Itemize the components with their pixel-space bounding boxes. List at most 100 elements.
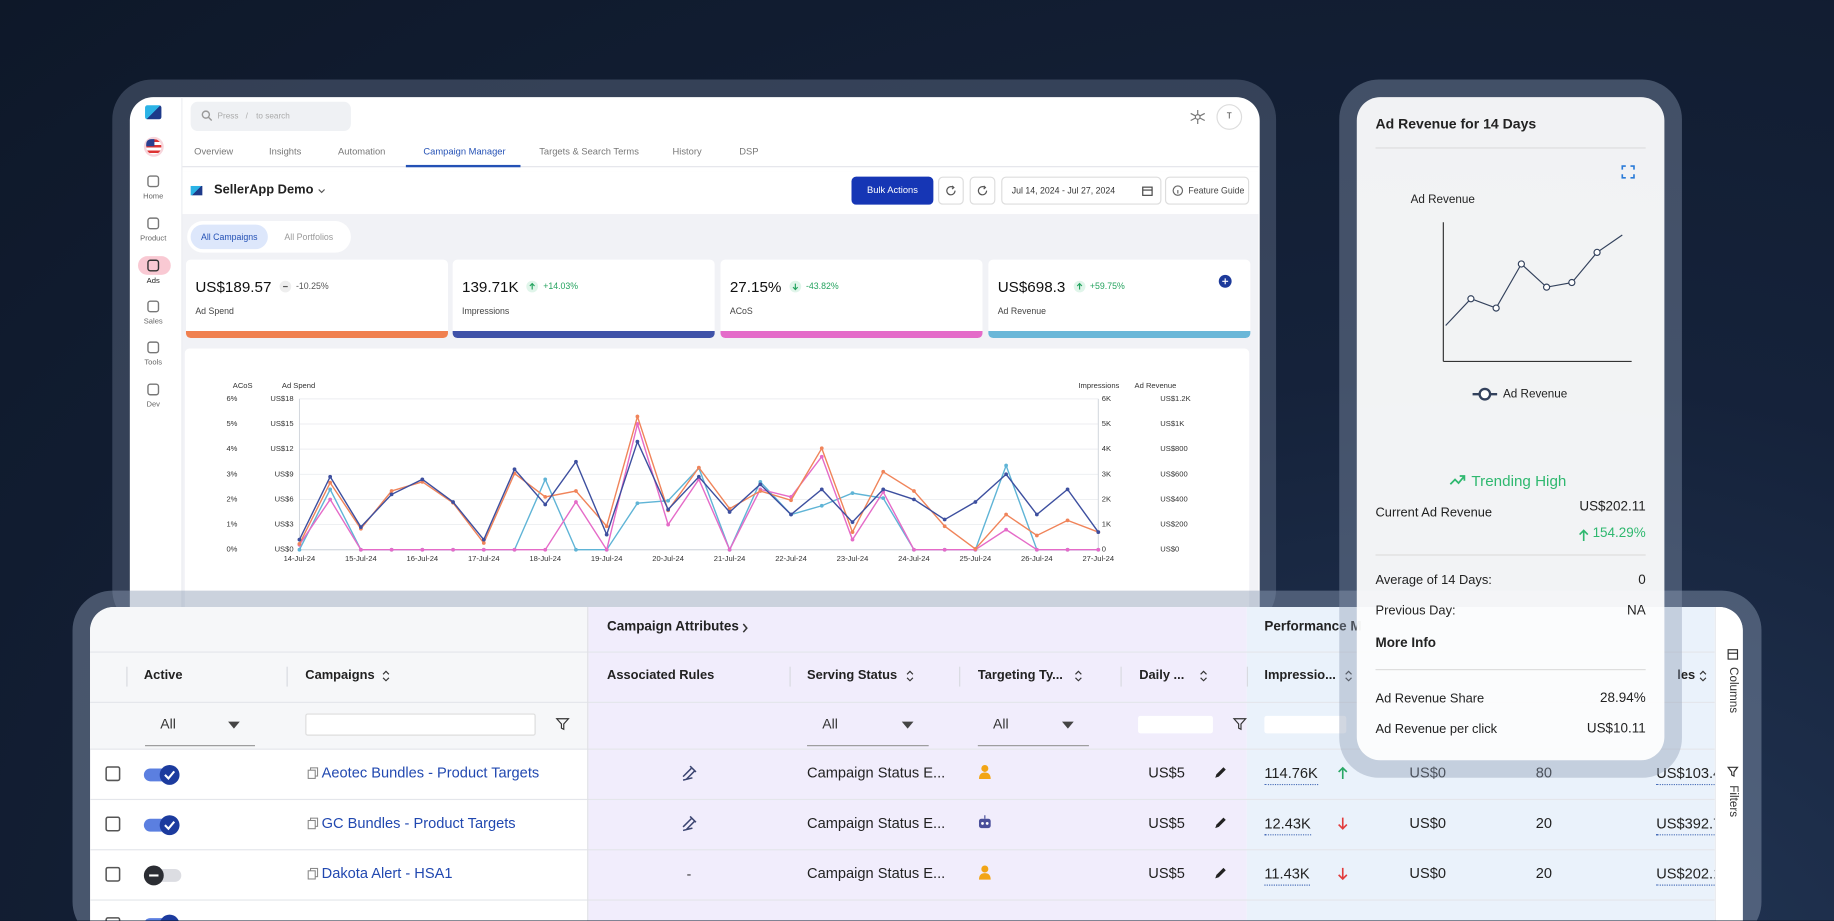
kpi-label: Ad Revenue [997, 305, 1046, 317]
x-tick-label: 15-Jul-24 [345, 554, 377, 563]
nav-tab[interactable]: Automation [338, 146, 386, 157]
column-header[interactable]: Associated Rules [607, 668, 715, 683]
nav-tab[interactable]: Insights [269, 146, 302, 157]
campaign-link[interactable]: GC Bundles - Product Targets [321, 814, 516, 832]
nav-label[interactable]: Home [143, 192, 164, 201]
column-header[interactable]: Daily ... [1139, 668, 1185, 683]
nav-tab[interactable]: DSP [739, 146, 759, 157]
icon-part [977, 186, 988, 196]
nav-tab[interactable]: Targets & Search Terms [539, 146, 639, 157]
icon-part [159, 764, 180, 785]
more-info[interactable]: More Info [1375, 636, 1437, 651]
group-chevron[interactable] [740, 622, 749, 634]
nav-label[interactable]: Ads [146, 276, 160, 286]
active-toggle[interactable] [143, 814, 183, 836]
nav-tab[interactable]: Overview [194, 146, 234, 157]
add-metric-button[interactable] [1218, 274, 1232, 288]
filters-icon[interactable] [1726, 766, 1739, 777]
button-label[interactable]: Bulk Actions [866, 184, 918, 196]
campaign-link[interactable]: Dakota Alert - HSA1 [321, 865, 453, 882]
column-header[interactable]: Impressio... [1264, 668, 1336, 683]
row-checkbox[interactable] [104, 815, 120, 831]
nav-label[interactable]: Sales [143, 317, 163, 327]
icon-part [201, 110, 211, 119]
icon-button[interactable] [969, 176, 996, 205]
count: 80 [1535, 764, 1553, 782]
nav-icon[interactable] [146, 216, 160, 230]
edit-icon[interactable] [1213, 867, 1227, 881]
columns-icon[interactable] [1726, 648, 1738, 660]
row-checkbox[interactable] [104, 866, 120, 882]
group-header[interactable]: Campaign Attributes [607, 620, 739, 635]
series-point [789, 512, 793, 517]
edit-icon[interactable] [1213, 766, 1227, 780]
sort-icon[interactable] [1698, 669, 1707, 683]
campaign-link[interactable]: Aeotec Bundles - Product Targets [321, 764, 540, 782]
dropdown-arrow[interactable] [901, 721, 914, 729]
active-toggle[interactable] [143, 864, 183, 886]
rule-icon[interactable] [680, 814, 699, 833]
active-toggle[interactable] [143, 764, 183, 785]
search-box[interactable] [190, 101, 351, 131]
axis-title: ACoS [233, 381, 253, 390]
filter-icon[interactable] [555, 717, 570, 731]
copy-icon [307, 817, 318, 830]
column-header[interactable]: les [1677, 668, 1696, 683]
view-option[interactable]: All Campaigns [200, 231, 258, 243]
sort-icon[interactable] [1344, 669, 1353, 683]
rule-icon[interactable] [680, 764, 699, 783]
nav-icon[interactable] [146, 258, 160, 272]
nav-icon[interactable] [146, 340, 160, 354]
view-option[interactable]: All Portfolios [284, 231, 334, 243]
nav-icon[interactable] [146, 382, 160, 396]
column-header[interactable]: Serving Status [807, 668, 898, 683]
series-point [1004, 512, 1008, 517]
filter-select[interactable]: All [993, 715, 1009, 733]
dropdown-arrow[interactable] [228, 721, 240, 729]
filter-input[interactable] [1138, 715, 1213, 734]
side-tab[interactable]: Filters [1726, 785, 1740, 818]
sort-icon[interactable] [1199, 669, 1208, 683]
network-icon[interactable] [1190, 109, 1206, 125]
sort-icon[interactable] [381, 669, 390, 683]
trend-arrow [1338, 817, 1348, 830]
sort-icon[interactable] [1074, 669, 1083, 683]
expand-icon[interactable] [1621, 165, 1635, 179]
nav-icon[interactable] [146, 299, 160, 313]
nav-icon[interactable] [146, 174, 160, 188]
search-icon [201, 110, 213, 121]
side-tab[interactable]: Columns [1726, 667, 1740, 714]
filter-icon[interactable] [1232, 717, 1247, 731]
column-header[interactable]: Active [143, 668, 183, 683]
filter-input[interactable] [1264, 715, 1347, 734]
nav-tab[interactable]: Campaign Manager [423, 146, 506, 157]
series-point [297, 541, 302, 546]
edit-icon[interactable] [1213, 816, 1227, 830]
avatar[interactable] [1216, 104, 1243, 130]
column-header[interactable]: Targeting Ty... [977, 668, 1063, 683]
view-active[interactable] [190, 224, 268, 250]
nav-label[interactable]: Tools [144, 358, 163, 367]
row-checkbox[interactable] [104, 765, 120, 781]
date-picker[interactable] [1001, 176, 1162, 205]
nav-label[interactable]: Dev [146, 400, 160, 410]
sort-icon[interactable] [905, 669, 914, 683]
icon-part [1215, 867, 1226, 879]
filter-select[interactable]: All [822, 715, 838, 733]
filter-select[interactable]: All [160, 715, 176, 733]
icon-button[interactable] [938, 176, 964, 205]
column-header[interactable]: Campaigns [305, 668, 375, 683]
series-point [604, 547, 609, 552]
series-point [727, 547, 732, 552]
account-name[interactable]: SellerApp Demo [214, 183, 314, 198]
nav-label[interactable]: Product [140, 234, 167, 243]
button-label[interactable]: Feature Guide [1188, 185, 1245, 196]
feature-guide-button[interactable] [1164, 176, 1250, 205]
nav-tab[interactable]: History [672, 146, 702, 157]
targeting-icon [978, 865, 991, 880]
x-tick-label: 19-Jul-24 [591, 554, 623, 563]
side-tab-strip [1714, 607, 1743, 921]
filter-input[interactable] [305, 713, 536, 736]
bulk-actions-button[interactable] [851, 176, 934, 205]
dropdown-arrow[interactable] [1062, 721, 1074, 729]
